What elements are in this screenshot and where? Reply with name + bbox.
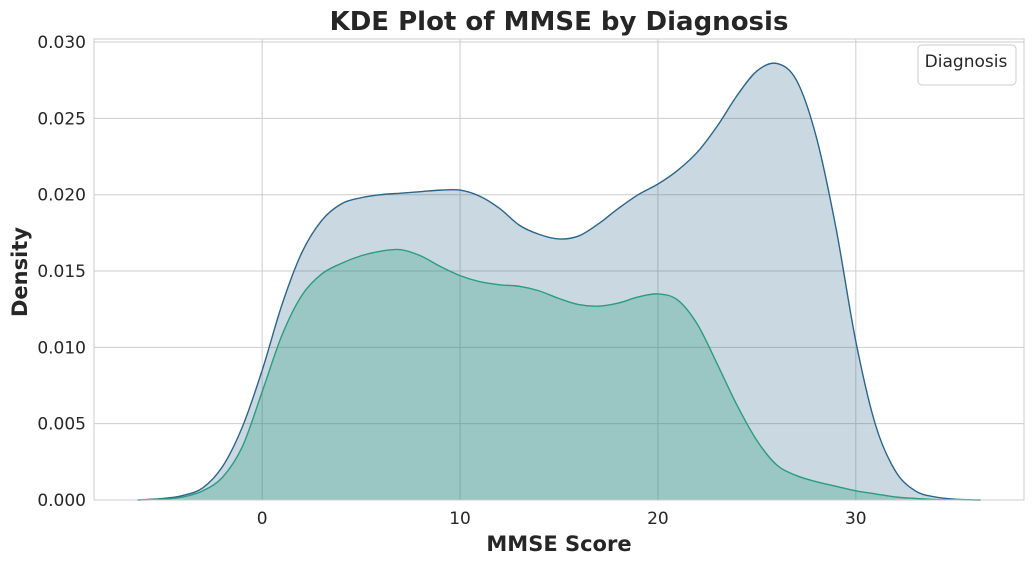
x-axis-ticks: 0 10 20 30 xyxy=(257,509,867,529)
y-axis-label: Density xyxy=(8,227,32,317)
x-tick-label: 10 xyxy=(449,509,471,529)
y-tick-label: 0.025 xyxy=(37,109,86,129)
x-axis-label: MMSE Score xyxy=(486,532,631,556)
x-tick-label: 20 xyxy=(647,509,669,529)
kde-line-series-2 xyxy=(137,248,981,501)
chart-title: KDE Plot of MMSE by Diagnosis xyxy=(330,7,789,37)
x-tick-label: 30 xyxy=(845,509,867,529)
kde-line-series-1 xyxy=(137,62,981,501)
legend-box xyxy=(917,44,1017,86)
y-tick-label: 0.005 xyxy=(37,415,86,435)
y-tick-label: 0.015 xyxy=(37,262,86,282)
y-axis-ticks: 0.000 0.005 0.010 0.015 0.020 0.025 0.030 xyxy=(37,33,86,511)
kde-area-series-1 xyxy=(137,63,981,500)
y-tick-label: 0.030 xyxy=(37,33,86,53)
legend-title: Diagnosis xyxy=(925,52,1008,72)
y-tick-label: 0.020 xyxy=(37,186,86,206)
legend: Diagnosis xyxy=(917,44,1017,86)
y-tick-label: 0.010 xyxy=(37,338,86,358)
kde-curves xyxy=(137,62,981,501)
kde-area-series-2 xyxy=(137,249,981,500)
plot-frame xyxy=(93,38,1025,501)
x-tick-label: 0 xyxy=(257,509,268,529)
y-tick-label: 0.000 xyxy=(37,491,86,511)
